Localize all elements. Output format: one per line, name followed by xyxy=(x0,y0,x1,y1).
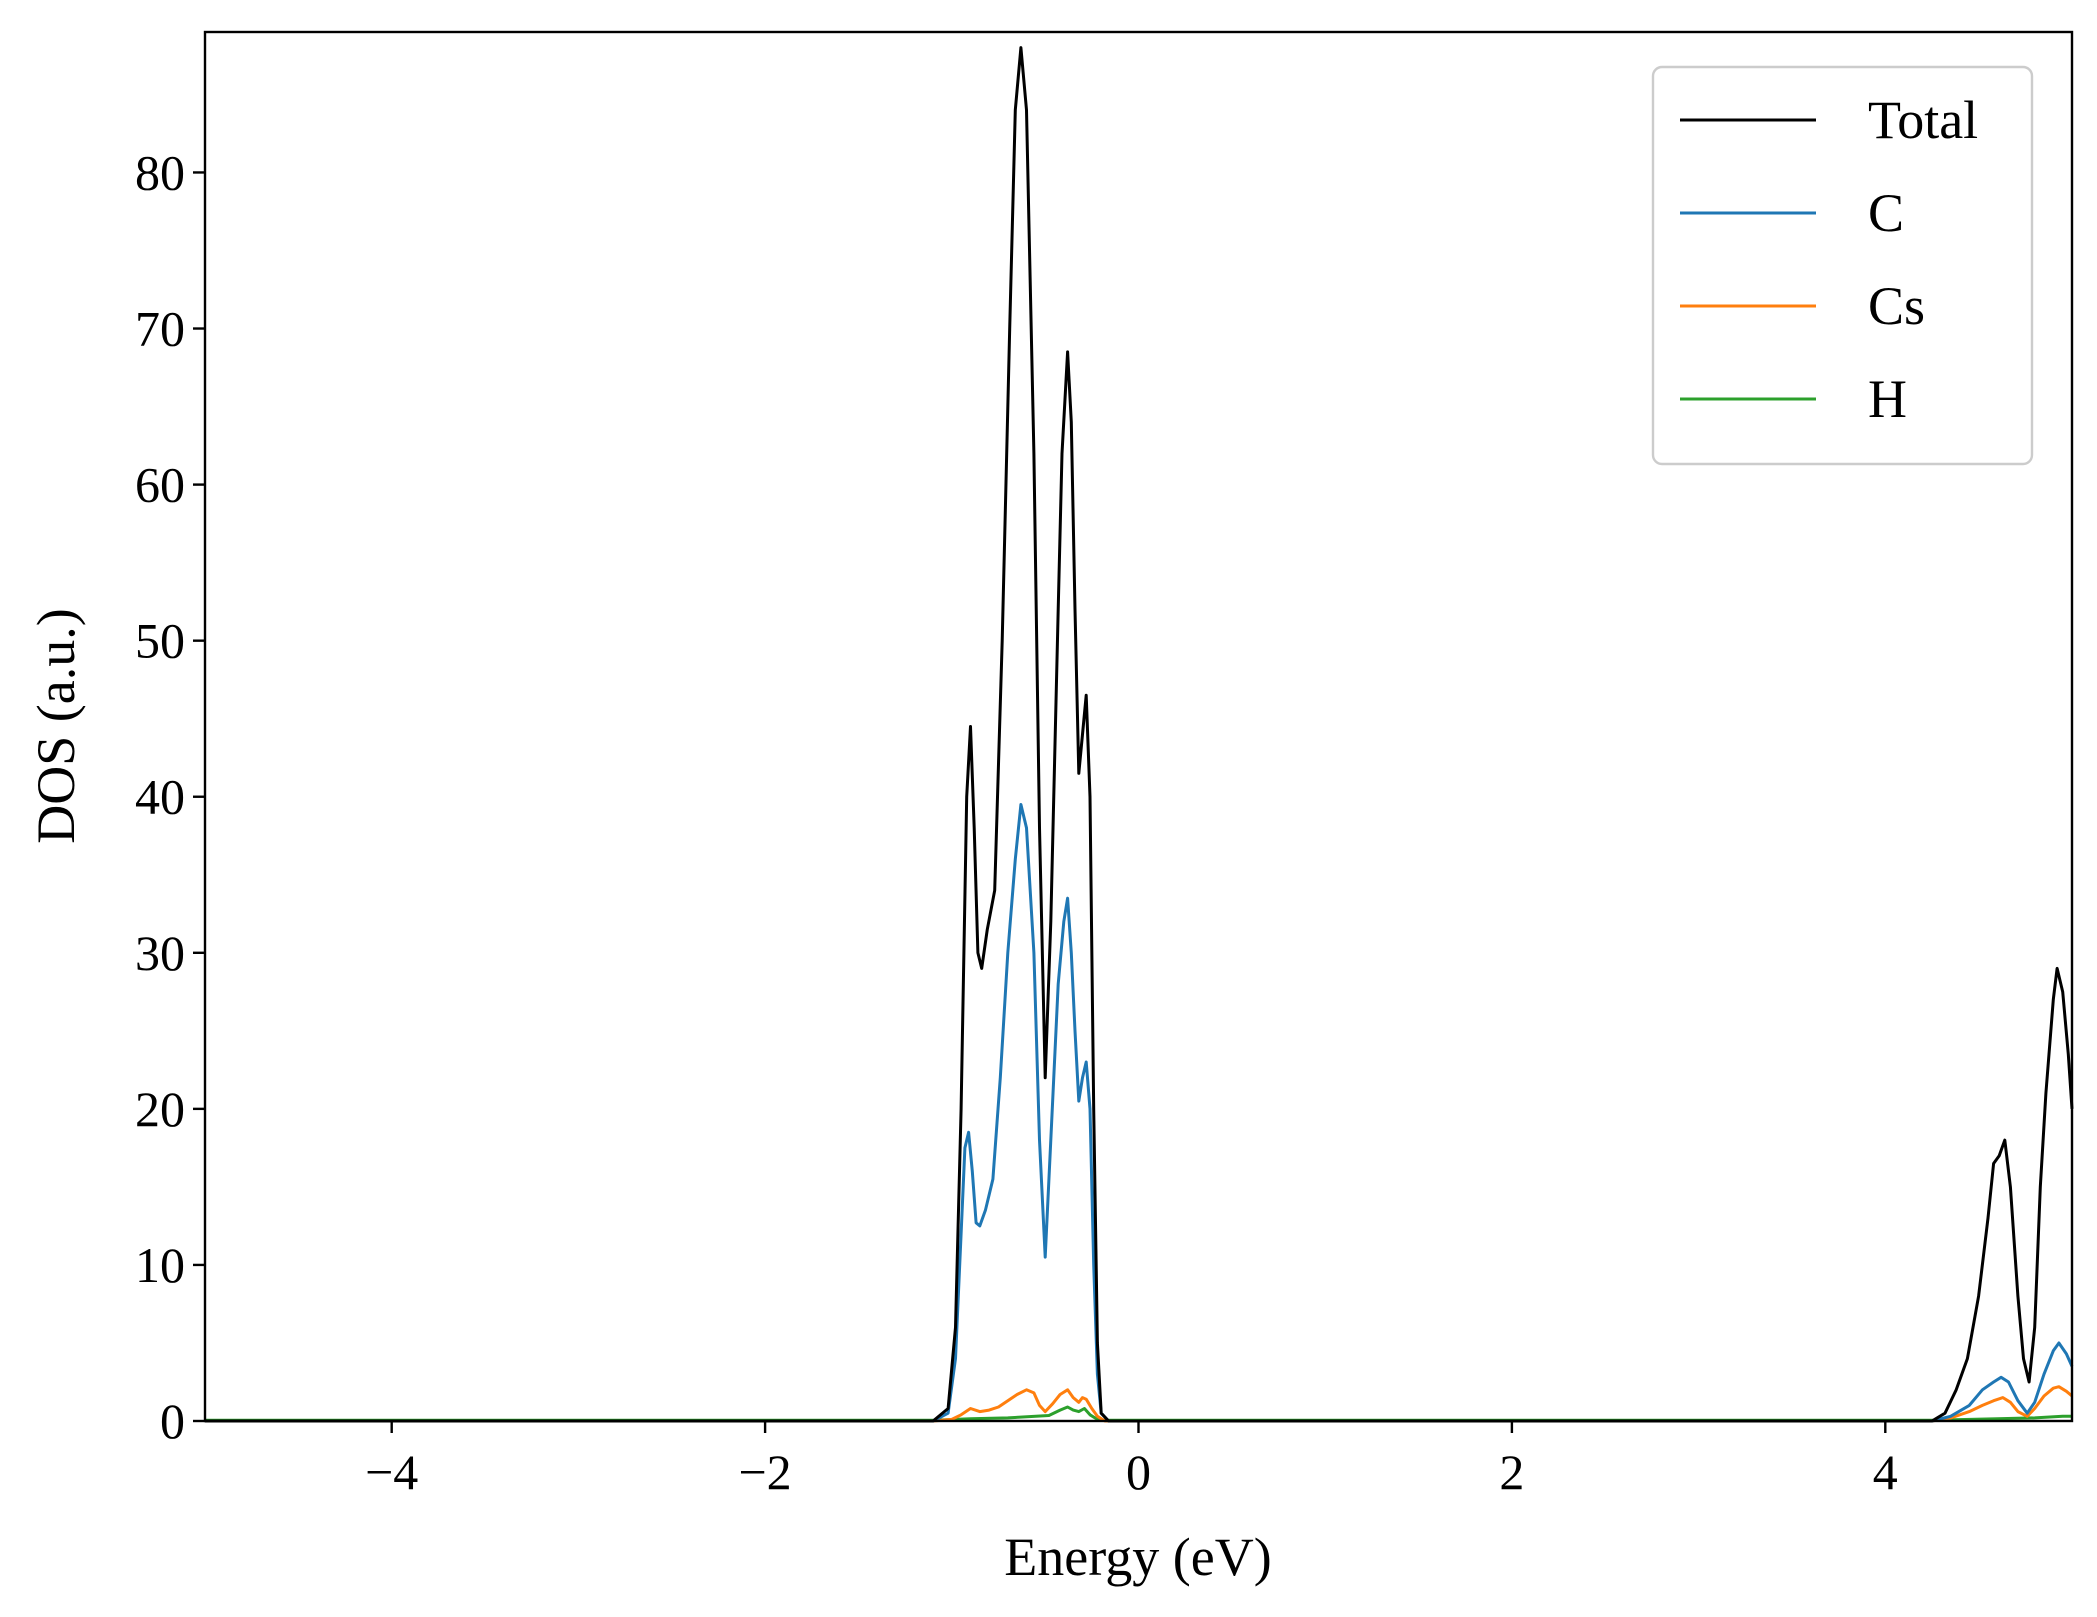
y-tick-label: 10 xyxy=(135,1237,185,1293)
series-line-cs xyxy=(205,1385,2073,1423)
x-tick-label: −2 xyxy=(738,1444,791,1500)
y-tick-label: 20 xyxy=(135,1081,185,1137)
legend-box xyxy=(1651,65,2034,466)
series-line-h xyxy=(205,1405,2072,1422)
legend: Total C Cs H xyxy=(1651,65,2034,466)
series-layer xyxy=(205,46,2074,1423)
y-tick-label: 80 xyxy=(135,144,185,200)
y-axis-label: DOS (a.u.) xyxy=(26,608,86,843)
y-tick-label: 40 xyxy=(135,769,185,825)
x-tick-label: 0 xyxy=(1126,1444,1151,1500)
x-tick-label: −4 xyxy=(365,1444,418,1500)
legend-label-c: C xyxy=(1868,183,1904,243)
y-tick-label: 50 xyxy=(135,613,185,669)
y-axis-ticks: 0 10 20 30 40 50 60 70 80 xyxy=(135,144,205,1449)
y-tick-label: 70 xyxy=(135,301,185,357)
x-axis-label: Energy (eV) xyxy=(1004,1527,1271,1587)
x-axis-ticks: −4 −2 0 2 4 xyxy=(365,1421,1898,1500)
y-tick-label: 30 xyxy=(135,925,185,981)
x-tick-label: 4 xyxy=(1873,1444,1898,1500)
x-tick-label: 2 xyxy=(1499,1444,1524,1500)
y-tick-label: 0 xyxy=(160,1393,185,1449)
legend-label-h: H xyxy=(1868,369,1907,429)
y-tick-label: 60 xyxy=(135,457,185,513)
series-line-c xyxy=(205,803,2074,1423)
legend-label-total: Total xyxy=(1868,90,1978,150)
series-line-total xyxy=(205,46,2074,1423)
legend-label-cs: Cs xyxy=(1868,276,1925,336)
